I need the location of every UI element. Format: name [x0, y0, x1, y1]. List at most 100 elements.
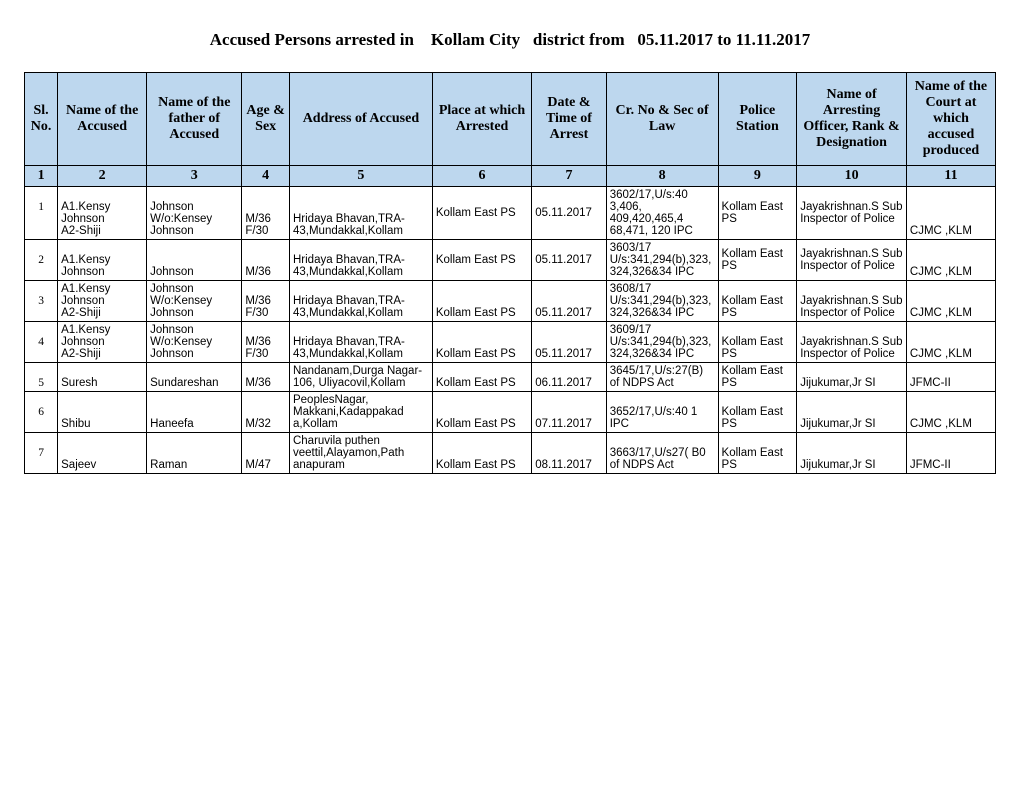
cell-sl: 6: [25, 392, 58, 433]
cell-sl: 5: [25, 363, 58, 392]
cell-accused: Suresh: [58, 363, 147, 392]
cell-date: 05.11.2017: [532, 322, 607, 363]
cell-father: Haneefa: [147, 392, 242, 433]
header-row: Sl. No. Name of the Accused Name of the …: [25, 73, 996, 166]
cell-cr: 3645/17,U/s:27(B) of NDPS Act: [606, 363, 718, 392]
col-ps: Police Station: [718, 73, 797, 166]
cell-ps: Kollam East PS: [718, 433, 797, 474]
cell-officer: Jayakrishnan.S Sub Inspector of Police: [797, 281, 907, 322]
colnum: 1: [25, 166, 58, 187]
cell-place: Kollam East PS: [432, 281, 531, 322]
cell-address: PeoplesNagar, Makkani,Kadappakad a,Kolla…: [289, 392, 432, 433]
cell-court: JFMC-II: [906, 363, 995, 392]
col-court: Name of the Court at which accused produ…: [906, 73, 995, 166]
cell-cr: 3609/17 U/s:341,294(b),323, 324,326&34 I…: [606, 322, 718, 363]
cell-court: JFMC-II: [906, 433, 995, 474]
col-father: Name of the father of Accused: [147, 73, 242, 166]
colnum: 7: [532, 166, 607, 187]
colnum: 3: [147, 166, 242, 187]
table-row: 4A1.Kensy JohnsonA2-ShijiJohnsonW/o:Kens…: [25, 322, 996, 363]
colnum: 11: [906, 166, 995, 187]
cell-age: M/36: [242, 240, 290, 281]
col-accused: Name of the Accused: [58, 73, 147, 166]
cell-court: CJMC ,KLM: [906, 240, 995, 281]
cell-address: Hridaya Bhavan,TRA-43,Mundakkal,Kollam: [289, 240, 432, 281]
cell-accused: A1.Kensy Johnson: [58, 240, 147, 281]
table-row: 1A1.Kensy JohnsonA2-ShijiJohnsonW/o:Kens…: [25, 187, 996, 240]
cell-date: 06.11.2017: [532, 363, 607, 392]
cell-accused: Sajeev: [58, 433, 147, 474]
cell-cr: 3608/17 U/s:341,294(b),323, 324,326&34 I…: [606, 281, 718, 322]
cell-sl: 2: [25, 240, 58, 281]
cell-cr: 3603/17 U/s:341,294(b),323, 324,326&34 I…: [606, 240, 718, 281]
cell-ps: Kollam East PS: [718, 281, 797, 322]
col-age: Age & Sex: [242, 73, 290, 166]
cell-officer: Jayakrishnan.S Sub Inspector of Police: [797, 187, 907, 240]
col-place: Place at which Arrested: [432, 73, 531, 166]
cell-officer: Jijukumar,Jr SI: [797, 433, 907, 474]
col-address: Address of Accused: [289, 73, 432, 166]
cell-date: 07.11.2017: [532, 392, 607, 433]
cell-father: Johnson: [147, 240, 242, 281]
cell-place: Kollam East PS: [432, 433, 531, 474]
cell-age: M/36F/30: [242, 187, 290, 240]
cell-father: Sundareshan: [147, 363, 242, 392]
cell-officer: Jijukumar,Jr SI: [797, 392, 907, 433]
cell-father: JohnsonW/o:Kensey Johnson: [147, 187, 242, 240]
colnum: 8: [606, 166, 718, 187]
cell-age: M/47: [242, 433, 290, 474]
cell-accused: A1.Kensy JohnsonA2-Shiji: [58, 281, 147, 322]
cell-address: Charuvila puthen veettil,Alayamon,Path a…: [289, 433, 432, 474]
cell-cr: 3652/17,U/s:40 1 IPC: [606, 392, 718, 433]
col-date: Date & Time of Arrest: [532, 73, 607, 166]
colnum: 5: [289, 166, 432, 187]
cell-court: CJMC ,KLM: [906, 187, 995, 240]
arrest-table: Sl. No. Name of the Accused Name of the …: [24, 72, 996, 474]
cell-court: CJMC ,KLM: [906, 322, 995, 363]
column-number-row: 1 2 3 4 5 6 7 8 9 10 11: [25, 166, 996, 187]
cell-place: Kollam East PS: [432, 187, 531, 240]
cell-father: Raman: [147, 433, 242, 474]
cell-date: 05.11.2017: [532, 240, 607, 281]
cell-ps: Kollam East PS: [718, 240, 797, 281]
cell-address: Hridaya Bhavan,TRA-43,Mundakkal,Kollam: [289, 322, 432, 363]
cell-place: Kollam East PS: [432, 363, 531, 392]
cell-age: M/36F/30: [242, 281, 290, 322]
cell-father: JohnsonW/o:Kensey Johnson: [147, 322, 242, 363]
cell-address: Hridaya Bhavan,TRA-43,Mundakkal,Kollam: [289, 281, 432, 322]
cell-officer: Jayakrishnan.S Sub Inspector of Police: [797, 322, 907, 363]
cell-date: 08.11.2017: [532, 433, 607, 474]
cell-father: JohnsonW/o:Kensey Johnson: [147, 281, 242, 322]
table-row: 6ShibuHaneefaM/32PeoplesNagar, Makkani,K…: [25, 392, 996, 433]
cell-place: Kollam East PS: [432, 322, 531, 363]
colnum: 2: [58, 166, 147, 187]
cell-place: Kollam East PS: [432, 240, 531, 281]
cell-cr: 3602/17,U/s:40 3,406, 409,420,465,4 68,4…: [606, 187, 718, 240]
table-row: 3A1.Kensy JohnsonA2-ShijiJohnsonW/o:Kens…: [25, 281, 996, 322]
page-title: Accused Persons arrested in Kollam City …: [24, 30, 996, 50]
cell-accused: Shibu: [58, 392, 147, 433]
col-officer: Name of Arresting Officer, Rank & Design…: [797, 73, 907, 166]
colnum: 4: [242, 166, 290, 187]
cell-age: M/32: [242, 392, 290, 433]
cell-date: 05.11.2017: [532, 187, 607, 240]
table-row: 2A1.Kensy JohnsonJohnsonM/36Hridaya Bhav…: [25, 240, 996, 281]
cell-ps: Kollam East PS: [718, 363, 797, 392]
cell-ps: Kollam East PS: [718, 392, 797, 433]
cell-accused: A1.Kensy JohnsonA2-Shiji: [58, 187, 147, 240]
cell-address: Hridaya Bhavan,TRA-43,Mundakkal,Kollam: [289, 187, 432, 240]
cell-date: 05.11.2017: [532, 281, 607, 322]
cell-age: M/36F/30: [242, 322, 290, 363]
cell-sl: 3: [25, 281, 58, 322]
cell-ps: Kollam East PS: [718, 187, 797, 240]
cell-sl: 4: [25, 322, 58, 363]
cell-accused: A1.Kensy JohnsonA2-Shiji: [58, 322, 147, 363]
col-sl: Sl. No.: [25, 73, 58, 166]
cell-court: CJMC ,KLM: [906, 392, 995, 433]
table-row: 5SureshSundareshanM/36Nandanam,Durga Nag…: [25, 363, 996, 392]
cell-officer: Jijukumar,Jr SI: [797, 363, 907, 392]
cell-place: Kollam East PS: [432, 392, 531, 433]
colnum: 6: [432, 166, 531, 187]
col-cr: Cr. No & Sec of Law: [606, 73, 718, 166]
cell-officer: Jayakrishnan.S Sub Inspector of Police: [797, 240, 907, 281]
